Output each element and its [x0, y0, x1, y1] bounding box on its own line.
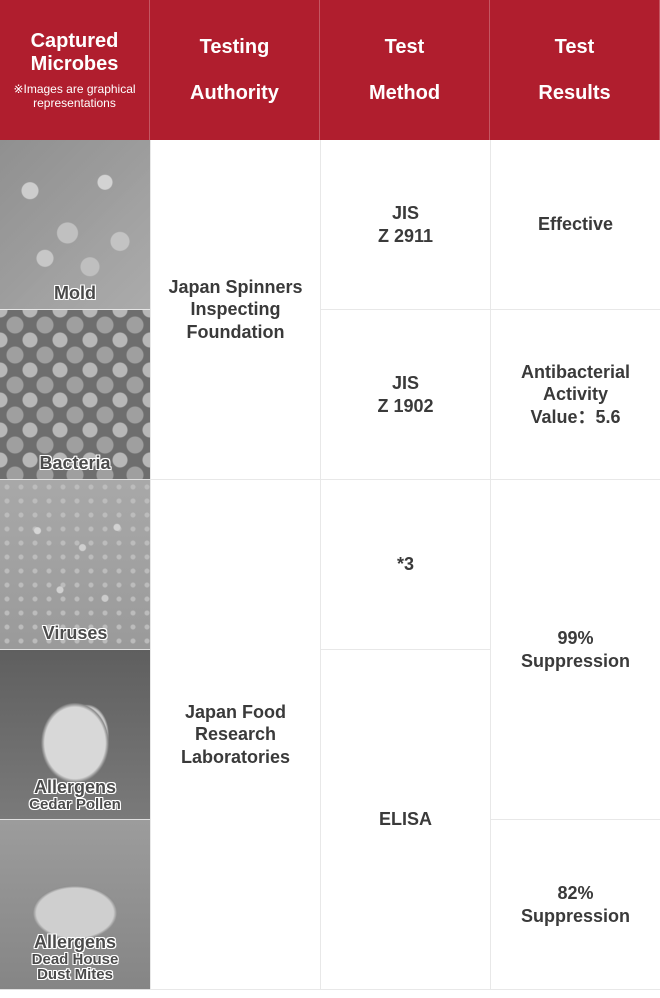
result-text: 82% [557, 883, 593, 903]
authority-cell: Japan Food Research Laboratories [150, 480, 320, 990]
microbe-label: Bacteria [0, 454, 150, 473]
microbe-image-bacteria: Bacteria [0, 310, 150, 480]
method-cell: JIS Z 1902 [320, 310, 490, 480]
result-text: Value：5.6 [530, 407, 620, 427]
header-text: Test [555, 36, 595, 59]
header-text: Test [385, 36, 425, 59]
authority-cell: Japan Spinners Inspecting Foundation [150, 140, 320, 480]
result-text: 99% [557, 628, 593, 648]
header-text: Method [369, 82, 440, 105]
header-text: Testing [200, 36, 270, 59]
header-text: Microbes [31, 53, 119, 75]
method-text: ELISA [379, 808, 432, 831]
authority-text: Japan Spinners Inspecting Foundation [159, 276, 312, 344]
microbe-image-dust-mites: Allergens Dead House Dust Mites [0, 820, 150, 990]
header-captured-microbes: Captured Microbes ※Images are graphical … [0, 0, 150, 140]
microbe-label: Viruses [0, 624, 150, 643]
microbe-label: Allergens Cedar Pollen [0, 778, 150, 813]
header-note: ※Images are graphical representations [6, 82, 143, 111]
header-text: Results [538, 82, 610, 105]
result-cell: 82% Suppression [490, 820, 660, 990]
header-testing-authority: Testing Authority [150, 0, 320, 140]
microbe-label: Mold [0, 284, 150, 303]
result-text: Effective [538, 213, 613, 236]
microbe-label: Allergens Dead House Dust Mites [0, 933, 150, 983]
microbe-image-viruses: Viruses [0, 480, 150, 650]
result-cell: Antibacterial Activity Value：5.6 [490, 310, 660, 480]
microbe-image-mold: Mold [0, 140, 150, 310]
header-test-results: Test Results [490, 0, 660, 140]
method-cell: ELISA [320, 650, 490, 990]
result-cell: 99% Suppression [490, 480, 660, 820]
result-text: Activity [543, 384, 608, 404]
result-text: Antibacterial [521, 362, 630, 382]
result-text: Suppression [521, 651, 630, 671]
header-text: Captured [31, 30, 119, 52]
method-text: JIS [392, 203, 419, 223]
method-text: Z 1902 [377, 396, 433, 416]
header-text: Authority [190, 82, 279, 105]
method-cell: *3 [320, 480, 490, 650]
result-text: Suppression [521, 906, 630, 926]
microbe-image-cedar-pollen: Allergens Cedar Pollen [0, 650, 150, 820]
method-text: JIS [392, 373, 419, 393]
authority-text: Japan Food Research Laboratories [159, 701, 312, 769]
result-cell: Effective [490, 140, 660, 310]
method-cell: JIS Z 2911 [320, 140, 490, 310]
header-test-method: Test Method [320, 0, 490, 140]
test-results-table: Captured Microbes ※Images are graphical … [0, 0, 660, 990]
method-text: *3 [397, 553, 414, 576]
method-text: Z 2911 [378, 226, 433, 246]
